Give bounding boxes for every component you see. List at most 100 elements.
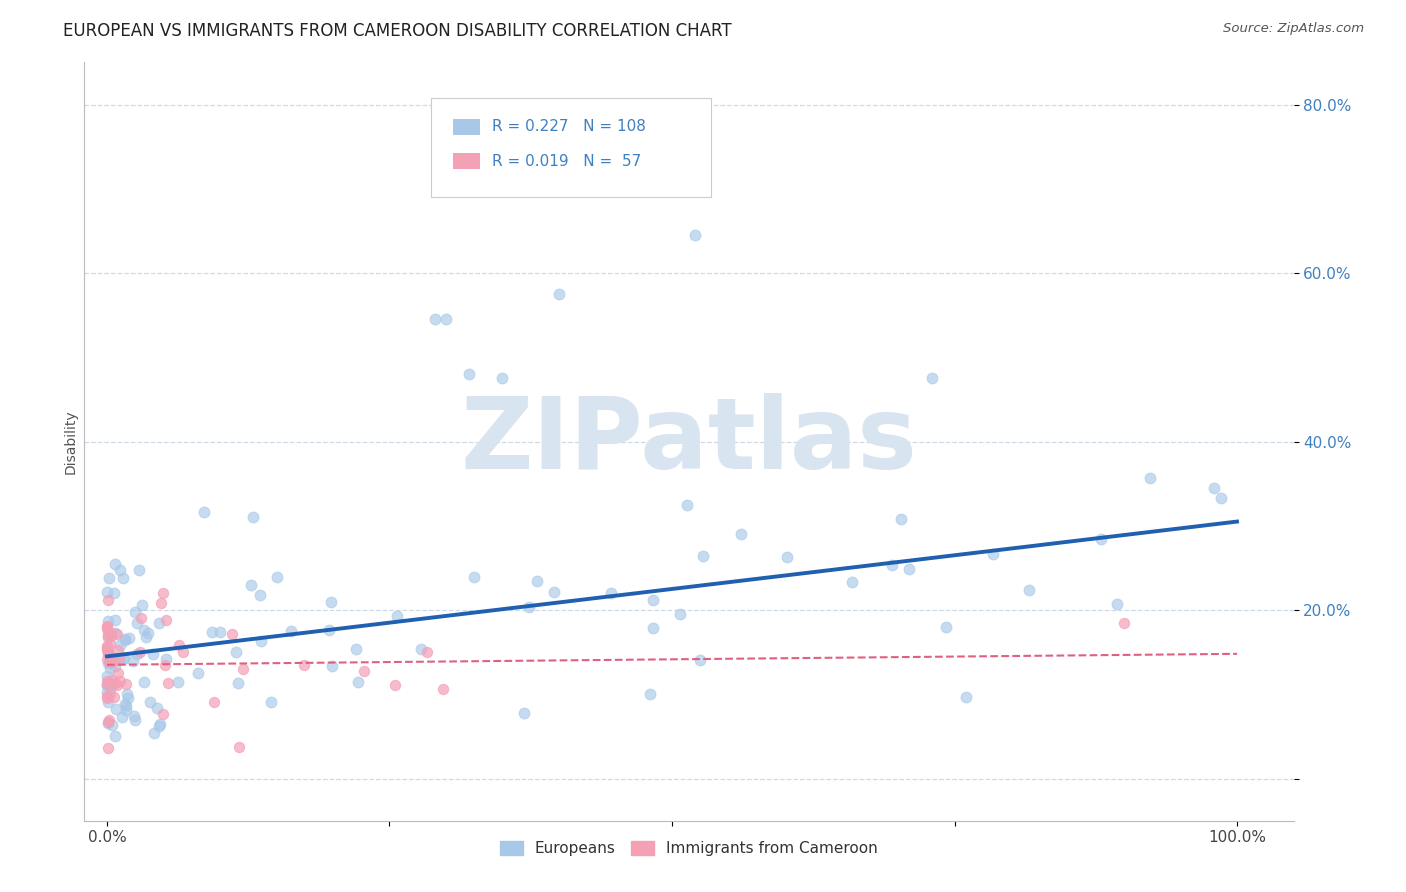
Point [129,645,152,659]
Point [104,658,127,673]
Point [97,627,120,641]
Point [108,652,131,666]
Point [347,674,370,689]
Point [96,584,118,599]
Point [239,578,262,592]
Point [149,716,172,731]
Point [1090,532,1112,546]
Point [146,701,169,715]
Point [692,549,714,564]
Point [122,708,145,723]
Point [155,613,177,627]
Point [676,498,699,512]
Point [96,741,118,756]
Point [167,638,190,652]
Point [1112,616,1135,631]
Point [98,571,121,585]
Point [98,676,121,690]
Point [221,626,243,640]
Point [232,662,254,676]
Point [122,654,145,668]
Point [96,689,118,703]
Point [100,626,122,640]
Point [114,632,136,647]
Point [187,666,209,681]
Point [1211,491,1233,506]
Point [97,614,120,628]
Point [97,656,120,670]
Point [981,547,1004,561]
Point [384,678,406,692]
Point [344,642,367,657]
Point [1139,471,1161,485]
Point [517,599,540,614]
Point [683,228,706,243]
Point [294,658,316,673]
Point [98,713,121,727]
Point [96,652,118,666]
Point [259,695,281,709]
Point [114,697,136,711]
Point [526,574,548,588]
Point [111,570,134,584]
Point [890,512,912,526]
Point [134,623,156,637]
Point [776,549,799,564]
Point [96,669,118,683]
Point [128,563,150,577]
Point [104,625,127,640]
Point [105,627,128,641]
Point [97,645,120,659]
Point [101,679,124,693]
Point [228,739,250,754]
Point [136,626,159,640]
Point [96,674,118,689]
Point [96,677,118,691]
Point [110,673,132,688]
Point [127,616,149,631]
Point [898,562,921,576]
Point [457,367,479,381]
Point [103,586,125,600]
Point [242,509,264,524]
Point [114,699,136,714]
Point [318,623,340,637]
Point [96,690,118,705]
Point [97,630,120,644]
Point [152,586,174,600]
Point [132,675,155,690]
Point [103,690,125,704]
Point [249,588,271,602]
Point [98,661,121,675]
Point [107,642,129,657]
Point [935,619,957,633]
Point [101,654,124,668]
Point [512,706,534,721]
Point [101,653,124,667]
Point [921,371,943,385]
Y-axis label: Disability: Disability [63,409,77,474]
Point [98,687,121,701]
Point [432,681,454,696]
Point [124,713,146,727]
Point [1204,481,1226,495]
Point [172,644,194,658]
FancyBboxPatch shape [432,98,710,197]
Point [105,678,128,692]
Point [101,673,124,687]
Point [117,690,139,705]
Point [96,676,118,690]
Text: EUROPEAN VS IMMIGRANTS FROM CAMEROON DISABILITY CORRELATION CHART: EUROPEAN VS IMMIGRANTS FROM CAMEROON DIS… [63,22,733,40]
Point [416,645,439,659]
Legend: Europeans, Immigrants from Cameroon: Europeans, Immigrants from Cameroon [494,835,884,863]
Point [117,687,139,701]
Point [155,652,177,666]
Point [423,312,446,326]
Point [96,629,118,643]
Point [97,714,120,729]
Point [104,613,127,627]
Point [112,652,135,666]
Bar [453,119,479,136]
Point [266,570,288,584]
Point [96,622,118,636]
